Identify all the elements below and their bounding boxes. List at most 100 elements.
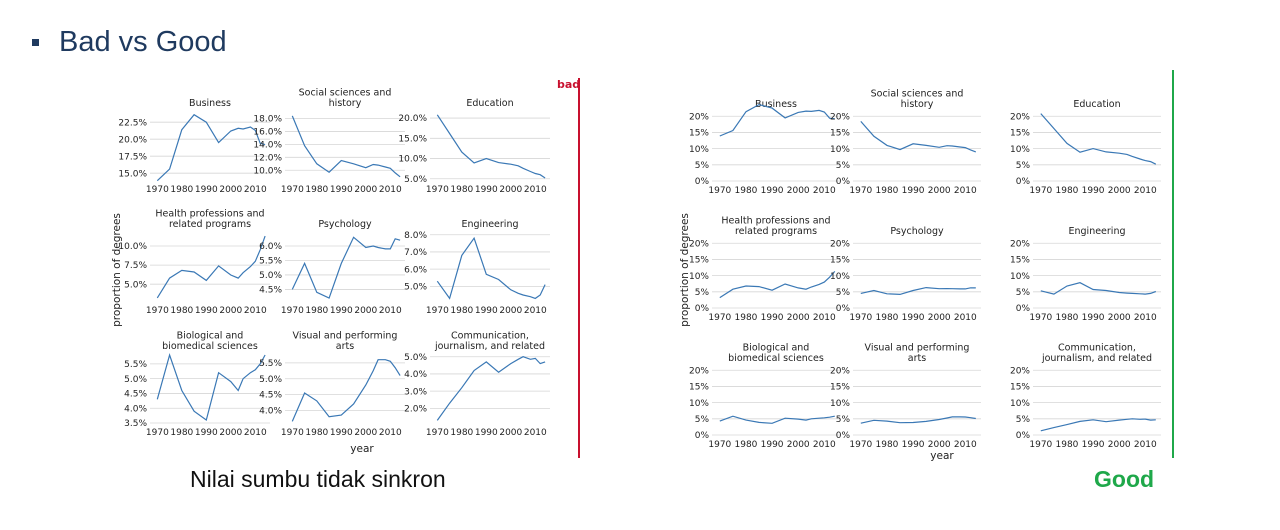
bad-communication-journalism-and-related-xtick-label: 2010 [524,428,547,438]
good-health-professions-and-related-programs-ytick-label: 20% [689,239,709,249]
bad-engineering-ytick-label: 6.0% [404,265,427,275]
bad-biological-and-biomedical-sciences-series-line [156,352,266,421]
good-business-xtick-label: 1970 [708,186,731,196]
good-social-sciences-and-history-ytick-label: 5% [836,161,851,171]
bad-education-series-line [436,114,546,179]
bad-social-sciences-and-history-ytick-label: 10.0% [253,166,282,176]
bad-communication-journalism-and-related-xtick-label: 2000 [499,428,522,438]
bad-health-professions-and-related-programs-ytick-label: 10.0% [118,242,147,252]
bad-visual-and-performing-arts-xtick-label: 1980 [305,428,328,438]
bad-business-xtick-label: 2010 [244,185,267,195]
bad-health-professions-and-related-programs-xtick-label: 2010 [244,306,267,316]
good-visual-and-performing-arts-title: arts [908,353,926,364]
bad-business-ytick-label: 20.0% [118,135,147,145]
good-psychology-ytick-label: 15% [830,256,850,266]
good-education-ytick-label: 0% [1016,177,1031,187]
good-communication-journalism-and-related-xtick-label: 2000 [1108,440,1131,450]
good-health-professions-and-related-programs-ytick-label: 15% [689,256,709,266]
bad-engineering-series-line [436,236,546,300]
bad-social-sciences-and-history-title: history [329,98,362,109]
bad-education-xtick-label: 2000 [499,185,522,195]
bad-engineering-title: Engineering [462,219,519,230]
good-health-professions-and-related-programs-xtick-label: 1970 [708,313,731,323]
bad-business-xtick-label: 1970 [146,185,169,195]
bad-communication-journalism-and-related-ytick-label: 4.0% [404,370,427,380]
good-biological-and-biomedical-sciences-ytick-label: 10% [689,399,709,409]
good-visual-and-performing-arts-series-line [860,416,976,424]
bad-psychology-xtick-label: 2010 [379,306,402,316]
bad-biological-and-biomedical-sciences-ytick-label: 3.5% [124,419,147,429]
good-biological-and-biomedical-sciences-xtick-label: 1990 [761,440,784,450]
good-education-ytick-label: 5% [1016,161,1031,171]
good-social-sciences-and-history-xtick-label: 1980 [876,186,899,196]
bad-psychology-xtick-label: 1970 [281,306,304,316]
bad-biological-and-biomedical-sciences-ytick-label: 5.5% [124,360,147,370]
bad-biological-and-biomedical-sciences-ytick-label: 5.0% [124,375,147,385]
good-social-sciences-and-history-ytick-label: 20% [830,112,850,122]
good-health-professions-and-related-programs-ytick-label: 5% [695,288,710,298]
good-visual-and-performing-arts-xtick-label: 1990 [902,440,925,450]
bad-education-xtick-label: 1990 [475,185,498,195]
good-business-ytick-label: 20% [689,112,709,122]
caption-good: Good [1094,466,1155,492]
good-biological-and-biomedical-sciences-series-line [719,415,835,424]
bad-business-xtick-label: 1980 [170,185,193,195]
good-psychology-ytick-label: 20% [830,239,850,249]
good-communication-journalism-and-related-ytick-label: 10% [1010,399,1030,409]
bad-psychology-ytick-label: 5.5% [259,257,282,267]
good-engineering-series-line [1040,282,1157,295]
good-psychology-xtick-label: 1980 [876,313,899,323]
bad-psychology-xtick-label: 2000 [354,306,377,316]
bad-biological-and-biomedical-sciences-xtick-label: 2000 [219,428,242,438]
bad-communication-journalism-and-related-ytick-label: 3.0% [404,387,427,397]
good-education-xtick-label: 1980 [1056,186,1079,196]
bad-visual-and-performing-arts-ytick-label: 4.5% [259,391,282,401]
good-health-professions-and-related-programs-xtick-label: 1990 [761,313,784,323]
bad-psychology-title: Psychology [318,219,372,230]
bad-education-xtick-label: 1970 [426,185,449,195]
bad-social-sciences-and-history-ytick-label: 12.0% [253,153,282,163]
bad-social-sciences-and-history-title: Social sciences and [299,88,392,99]
good-psychology-title: Psychology [890,226,944,237]
good-communication-journalism-and-related-xtick-label: 1980 [1056,440,1079,450]
good-engineering-xtick-label: 1970 [1029,313,1052,323]
good-health-professions-and-related-programs-xtick-label: 1980 [735,313,758,323]
bad-engineering-xtick-label: 1970 [426,306,449,316]
good-biological-and-biomedical-sciences-ytick-label: 5% [695,415,710,425]
bad-health-professions-and-related-programs-ytick-label: 7.5% [124,261,147,271]
bad-biological-and-biomedical-sciences-ytick-label: 4.5% [124,390,147,400]
good-biological-and-biomedical-sciences-xtick-label: 1970 [708,440,731,450]
good-psychology-ytick-label: 0% [836,304,851,314]
good-visual-and-performing-arts-ytick-label: 0% [836,431,851,441]
bad-health-professions-and-related-programs-title: Health professions and [155,209,264,220]
bad-health-professions-and-related-programs-xtick-label: 1970 [146,306,169,316]
bad-education-ytick-label: 10.0% [398,155,427,165]
bad-social-sciences-and-history-ytick-label: 16.0% [253,128,282,138]
bad-psychology-series-line [291,236,401,299]
bad-biological-and-biomedical-sciences-xtick-label: 1970 [146,428,169,438]
good-social-sciences-and-history-xtick-label: 2010 [954,186,977,196]
good-psychology-xtick-label: 1990 [902,313,925,323]
good-communication-journalism-and-related-title: Communication, [1058,343,1136,354]
good-business-ytick-label: 0% [695,177,710,187]
good-business-xtick-label: 1980 [735,186,758,196]
bad-engineering-ytick-label: 7.0% [404,248,427,258]
good-education-xtick-label: 2000 [1108,186,1131,196]
good-health-professions-and-related-programs-series-line [719,270,836,299]
good-engineering-xtick-label: 2010 [1134,313,1157,323]
bad-business-ytick-label: 17.5% [118,152,147,162]
bad-education-ytick-label: 20.0% [398,114,427,124]
good-business-xtick-label: 1990 [761,186,784,196]
bad-social-sciences-and-history-xtick-label: 1970 [281,185,304,195]
bad-visual-and-performing-arts-xtick-label: 1990 [330,428,353,438]
bad-engineering-ytick-label: 5.0% [404,283,427,293]
good-social-sciences-and-history-ytick-label: 15% [830,129,850,139]
good-social-sciences-and-history-series-line [860,121,977,153]
good-education-ytick-label: 10% [1010,145,1030,155]
bad-biological-and-biomedical-sciences-xtick-label: 1980 [170,428,193,438]
good-communication-journalism-and-related-series-line [1040,418,1156,432]
bad-communication-journalism-and-related-ytick-label: 5.0% [404,353,427,363]
good-business-xtick-label: 2010 [813,186,836,196]
good-x-axis-label: year [930,450,954,462]
bad-engineering-xtick-label: 2000 [499,306,522,316]
